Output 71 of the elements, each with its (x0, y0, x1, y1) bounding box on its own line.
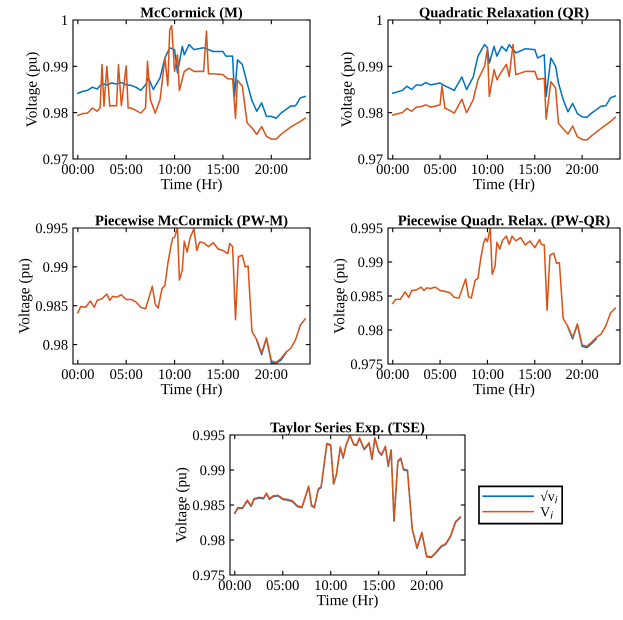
x-tick-label: 00:00 (218, 580, 251, 590)
line-series (77, 228, 306, 364)
y-tick-label: 0.98 (358, 325, 383, 336)
x-tick-label: 05:00 (424, 369, 456, 380)
x-tick-label: 15:00 (208, 164, 239, 174)
x-axis-title: Time (Hr) (160, 178, 222, 192)
x-tick-label: 05:00 (110, 164, 142, 174)
x-tick-label: 10:00 (159, 369, 191, 380)
y-tick-label: 0.99 (43, 262, 68, 272)
y-tick-label: 0.975 (192, 570, 225, 580)
y-tick-label: 0.985 (350, 291, 383, 302)
x-tick-label: 20:00 (566, 369, 598, 380)
y-tick-label: 0.99 (200, 465, 225, 476)
x-tick-label: 10:00 (472, 369, 504, 380)
line-series (77, 44, 306, 119)
y-tick-label: 0.99 (358, 257, 383, 268)
y-axis-title: Voltage (pu) (26, 52, 40, 128)
chart-title: Quadratic Relaxation (QR) (420, 7, 588, 20)
x-tick-label: 15:00 (519, 369, 551, 380)
y-axis-title: Voltage (pu) (334, 258, 348, 334)
x-tick-label: 15:00 (208, 369, 239, 380)
x-tick-label: 00:00 (376, 369, 409, 380)
y-tick-label: 0.975 (350, 359, 383, 370)
chart-title: Piecewise McCormick (PW-M) (95, 215, 288, 228)
x-tick-label: 15:00 (363, 580, 395, 590)
y-tick-label: 0.985 (192, 500, 225, 510)
x-axis-title: Time (Hr) (160, 383, 222, 398)
chart-title: McCormick (M) (140, 7, 242, 20)
y-tick-label: 1 (377, 15, 382, 26)
line-series (392, 44, 616, 141)
x-axis-title: Time (Hr) (316, 594, 378, 608)
legend-label: √v$_{i}$ (540, 490, 558, 504)
x-tick-label: 20:00 (566, 164, 598, 174)
x-tick-label: 05:00 (110, 369, 142, 380)
line-series (77, 24, 306, 140)
y-tick-label: 0.98 (200, 535, 225, 546)
y-tick-label: 0.995 (36, 223, 68, 234)
chart-title: Piecewise Quadr. Relax. (PW-QR) (398, 215, 610, 228)
x-tick-label: 00:00 (62, 369, 94, 380)
y-tick-label: 0.97 (43, 154, 68, 164)
x-tick-label: 00:00 (62, 164, 94, 174)
y-tick-label: 0.98 (358, 108, 383, 118)
y-axis-title: Voltage (pu) (176, 468, 190, 543)
y-tick-label: 0.98 (43, 340, 68, 350)
y-axis-title: Voltage (pu) (18, 258, 33, 334)
legend-label: V$_{i}$ (540, 507, 553, 519)
x-tick-label: 00:00 (376, 164, 409, 174)
line-series (392, 228, 616, 348)
y-tick-label: 0.995 (192, 430, 225, 440)
y-tick-label: 1 (62, 15, 68, 26)
x-tick-label: 10:00 (159, 164, 191, 174)
y-tick-label: 0.98 (43, 108, 68, 118)
x-tick-label: 10:00 (472, 164, 504, 174)
y-tick-label: 0.995 (350, 223, 383, 234)
y-tick-label: 0.97 (358, 154, 383, 164)
y-axis-title: Voltage (pu) (340, 52, 355, 128)
x-tick-label: 05:00 (424, 164, 456, 174)
x-axis-title: Time (Hr) (473, 383, 534, 398)
line-series (392, 44, 616, 118)
y-tick-label: 0.99 (43, 62, 68, 72)
y-tick-label: 0.99 (358, 62, 383, 72)
x-axis-title: Time (Hr) (473, 178, 534, 192)
x-tick-label: 10:00 (315, 580, 347, 590)
x-tick-label: 20:00 (255, 164, 288, 174)
line-series (256, 338, 287, 364)
x-tick-label: 15:00 (519, 164, 551, 174)
y-tick-label: 0.985 (36, 301, 68, 311)
x-tick-label: 20:00 (255, 369, 288, 380)
chart-title: Taylor Series Exp. (TSE) (270, 422, 424, 436)
x-tick-label: 05:00 (266, 580, 299, 590)
x-tick-label: 20:00 (410, 580, 443, 590)
